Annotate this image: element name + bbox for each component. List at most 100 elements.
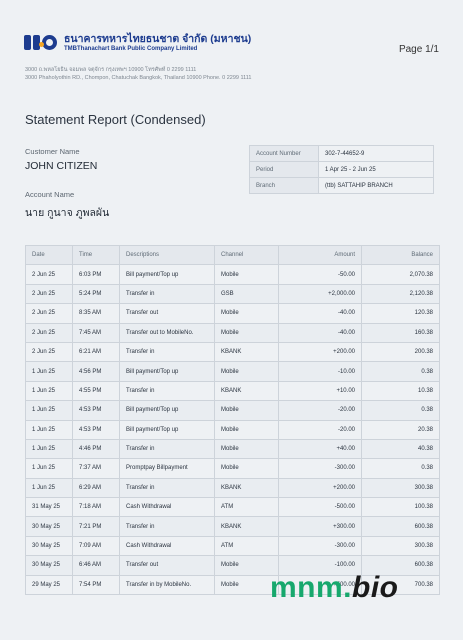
balance-cell: 0.38	[361, 400, 440, 421]
page-number: Page 1/1	[398, 44, 439, 55]
transactions-table: Date Time Descriptions Channel Amount Ba…	[25, 244, 440, 596]
channel-cell: Mobile	[214, 303, 279, 324]
amount-cell: +10.00	[278, 380, 362, 402]
account-number-label: Account Number	[249, 145, 319, 162]
balance-cell: 0.38	[361, 458, 440, 479]
table-row: 30 May 25 7:21 PM Transfer in KBANK +300.00 6…	[25, 516, 440, 537]
channel-cell: Mobile	[214, 555, 279, 576]
table-row: 31 May 25 7:18 AM Cash Withdrawal ATM -500.0…	[25, 497, 440, 518]
time-cell: 8:35 AM	[72, 303, 120, 324]
amount-cell: -40.00	[278, 303, 362, 324]
table-row: 1 Jun 25 4:46 PM Transfer in Mobile +40.00 40…	[25, 438, 440, 460]
description-cell: Cash Withdrawal	[119, 497, 215, 518]
page-title: Statement Report (Condensed)	[25, 112, 206, 127]
table-row: 30 May 25 7:09 AM Cash Withdrawal ATM -300.0…	[25, 535, 440, 557]
time-cell: 4:53 PM	[72, 400, 120, 421]
time-cell: 4:55 PM	[72, 380, 120, 402]
account-name-label: Account Name	[25, 190, 75, 199]
balance-cell: 2,070.38	[361, 264, 440, 285]
account-info-row: Branch (ttb) SATTAHIP BRANCH	[249, 177, 434, 194]
amount-cell: +200.00	[278, 477, 362, 499]
branch-label: Branch	[249, 177, 319, 194]
time-cell: 4:56 PM	[72, 361, 120, 382]
account-info-table: Account Number 302-7-44652-9 Period 1 Ap…	[249, 145, 434, 194]
table-row: 1 Jun 25 6:29 AM Transfer in KBANK +200.00 30…	[25, 477, 440, 499]
account-info-row: Period 1 Apr 25 - 2 Jun 25	[249, 161, 434, 178]
time-cell: 7:54 PM	[72, 574, 120, 596]
channel-cell: ATM	[214, 497, 279, 518]
column-header-amount: Amount	[278, 244, 362, 266]
amount-cell: -10.00	[278, 361, 362, 382]
period-value: 1 Apr 25 - 2 Jun 25	[318, 161, 434, 178]
bank-logo: ธนาคารทหารไทยธนชาต จำกัด (มหาชน) TMBThan…	[24, 33, 251, 53]
channel-cell: KBANK	[214, 516, 279, 537]
transactions-body: 2 Jun 25 6:03 PM Bill payment/Top up Mobile…	[25, 264, 440, 596]
address-en: 3000 Phaholyothin RD., Chompon, Chatucha…	[25, 75, 252, 81]
balance-cell: 300.38	[361, 477, 440, 499]
time-cell: 6:46 AM	[72, 555, 120, 576]
description-cell: Transfer in	[119, 477, 215, 499]
amount-cell: -50.00	[278, 264, 362, 285]
column-header-descriptions: Descriptions	[119, 244, 215, 266]
time-cell: 4:53 PM	[72, 419, 120, 440]
time-cell: 6:21 AM	[72, 341, 120, 363]
watermark-main: mnm.	[270, 571, 353, 604]
table-row: 1 Jun 25 7:37 AM Promptpay Billpayment Mobi…	[25, 458, 440, 479]
table-row: 2 Jun 25 7:45 AM Transfer out to MobileNo.…	[25, 322, 440, 343]
amount-cell: +200.00	[278, 341, 362, 363]
date-cell: 1 Jun 25	[25, 380, 73, 402]
description-cell: Transfer in	[119, 283, 215, 305]
balance-cell: 160.38	[361, 322, 440, 343]
column-header-balance: Balance	[361, 244, 440, 266]
customer-name-label: Customer Name	[25, 147, 80, 156]
table-row: 2 Jun 25 6:21 AM Transfer in KBANK +200.00 20…	[25, 341, 440, 363]
balance-cell: 600.38	[361, 555, 440, 576]
amount-cell: +40.00	[278, 438, 362, 460]
amount-cell: -100.00	[278, 555, 362, 576]
description-cell: Transfer in	[119, 380, 215, 402]
balance-cell: 40.38	[361, 438, 440, 460]
time-cell: 7:09 AM	[72, 535, 120, 557]
date-cell: 1 Jun 25	[25, 477, 73, 499]
account-name: นาย กูนาจ ภูพลผัน	[25, 207, 110, 219]
balance-cell: 20.38	[361, 419, 440, 440]
time-cell: 4:46 PM	[72, 438, 120, 460]
description-cell: Transfer in	[119, 341, 215, 363]
channel-cell: GSB	[214, 283, 279, 305]
table-row: 2 Jun 25 5:24 PM Transfer in GSB +2,000.00 2,…	[25, 283, 440, 305]
channel-cell: Mobile	[214, 361, 279, 382]
balance-cell: 120.38	[361, 303, 440, 324]
column-header-time: Time	[72, 244, 120, 266]
branch-value: (ttb) SATTAHIP BRANCH	[318, 177, 434, 194]
time-cell: 6:03 PM	[72, 264, 120, 285]
balance-cell: 2,120.38	[361, 283, 440, 305]
description-cell: Promptpay Billpayment	[119, 458, 215, 479]
description-cell: Transfer in	[119, 438, 215, 460]
channel-cell: Mobile	[214, 458, 279, 479]
date-cell: 30 May 25	[25, 555, 73, 576]
channel-cell: Mobile	[214, 400, 279, 421]
balance-cell: 10.38	[361, 380, 440, 402]
channel-cell: Mobile	[214, 322, 279, 343]
description-cell: Transfer in by MobileNo.	[119, 574, 215, 596]
period-label: Period	[249, 161, 319, 178]
channel-cell: Mobile	[214, 419, 279, 440]
table-row: 29 May 25 7:54 PM Transfer in by MobileNo.…	[25, 574, 440, 596]
description-cell: Transfer out	[119, 555, 215, 576]
time-cell: 7:45 AM	[72, 322, 120, 343]
description-cell: Bill payment/Top up	[119, 400, 215, 421]
table-row: 1 Jun 25 4:55 PM Transfer in KBANK +10.00 10.…	[25, 380, 440, 402]
time-cell: 7:18 AM	[72, 497, 120, 518]
date-cell: 30 May 25	[25, 535, 73, 557]
ttb-logo-icon	[24, 33, 58, 53]
time-cell: 7:21 PM	[72, 516, 120, 537]
channel-cell: ATM	[214, 535, 279, 557]
bank-name-en: TMBThanachart Bank Public Company Limite…	[64, 46, 198, 52]
account-number-value: 302-7-44652-9	[318, 145, 434, 162]
date-cell: 1 Jun 25	[25, 419, 73, 440]
column-header-date: Date	[25, 244, 73, 266]
amount-cell: -300.00	[278, 535, 362, 557]
date-cell: 1 Jun 25	[25, 400, 73, 421]
date-cell: 2 Jun 25	[25, 322, 73, 343]
